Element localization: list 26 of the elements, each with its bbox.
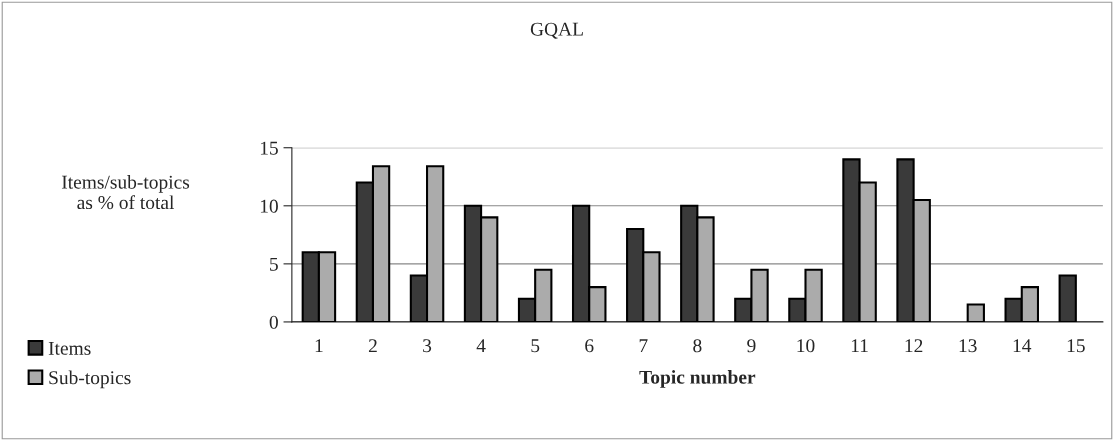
x-tick-label: 5: [531, 339, 540, 353]
x-tick-label: 8: [693, 339, 702, 353]
y-tick-label: 10: [260, 199, 278, 213]
x-tick-label: 1: [315, 339, 323, 353]
x-tick-label: 15: [1067, 339, 1085, 353]
x-tick-label: 3: [423, 339, 432, 353]
bar: [966, 303, 985, 322]
x-tick-label: 11: [851, 339, 868, 353]
y-axis-title: Items/sub-topics as % of total: [61, 175, 190, 210]
x-tick-label: 14: [1013, 339, 1032, 353]
chart-title: GQAL: [530, 22, 583, 39]
x-tick-label: 10: [797, 339, 815, 353]
x-tick-label: 12: [905, 339, 923, 353]
x-tick-label: 9: [747, 339, 756, 353]
x-tick-label: 6: [585, 339, 594, 353]
legend-label: Items: [48, 341, 91, 355]
legend-label: Sub-topics: [49, 370, 131, 389]
y-tick-label: 0: [269, 315, 278, 329]
x-tick-label: 13: [959, 339, 977, 353]
x-tick-label: 2: [368, 339, 377, 353]
y-tick-label: 15: [260, 141, 278, 155]
x-tick-label: 7: [639, 339, 648, 353]
x-tick-label: 4: [476, 339, 486, 353]
y-tick-label: 5: [270, 257, 278, 271]
bar: [1058, 274, 1077, 322]
x-axis-title: Topic number: [639, 370, 756, 388]
